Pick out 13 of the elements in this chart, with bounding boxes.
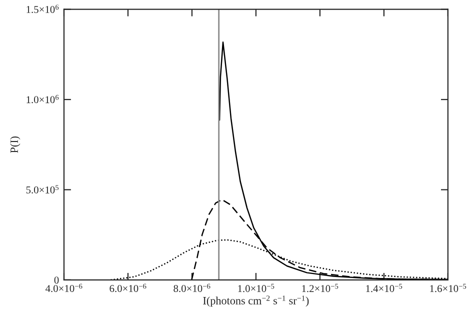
x-tick-label: 1.6×10$^{−5}$ xyxy=(430,284,466,292)
x-tick-label: 1.4×10$^{−5}$ xyxy=(366,284,402,292)
y-tick-label: 1.5×10$^{6}$ xyxy=(26,4,59,14)
x-axis-title: I(photons cm$^{−2}$ s$^{−1}$ sr$^{−1}$) xyxy=(203,296,309,307)
y-axis-title: P(I) xyxy=(10,136,20,153)
x-tick-label: 4.0×10$^{−6}$ xyxy=(45,284,82,292)
x-tick-label: 6.0×10$^{−6}$ xyxy=(110,284,146,292)
x-tick-label: 1.0×10$^{−5}$ xyxy=(238,284,274,292)
y-tick-label: 0 xyxy=(54,276,59,284)
y-tick-label: 5.0×10$^{5}$ xyxy=(26,185,59,194)
x-tick-label: 8.0×10$^{−6}$ xyxy=(174,284,210,292)
y-tick-label: 1.0×10$^{6}$ xyxy=(26,94,59,104)
x-tick-label: 1.2×10$^{−5}$ xyxy=(302,284,338,292)
